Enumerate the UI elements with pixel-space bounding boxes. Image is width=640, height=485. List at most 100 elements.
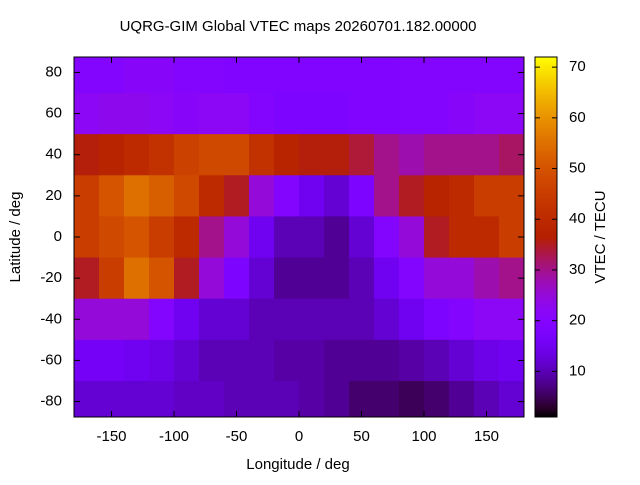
heat-cell [224,298,250,341]
heat-cell [224,93,250,135]
heat-cell [399,257,425,300]
heat-cell [99,298,125,341]
heat-cell [274,298,300,341]
heat-cell [199,257,225,300]
heat-cell [274,134,300,176]
y-tick-label: -40 [40,310,62,327]
heat-cell [199,216,225,259]
colorbar-label: VTEC / TECU [592,190,609,283]
heat-cell [274,257,300,300]
heat-cell [349,339,375,382]
heat-cell [374,298,400,341]
chart-title: UQRG-GIM Global VTEC maps 20260701.182.0… [120,18,477,35]
heat-cell [249,381,275,418]
heat-cell [274,93,300,135]
x-tick-label: 50 [353,428,370,445]
heat-cell [199,57,225,94]
heat-cell [124,175,150,217]
heat-cell [124,339,150,382]
x-tick-label: 0 [295,428,303,445]
x-tick-label: -50 [226,428,248,445]
heat-cell [474,298,500,341]
heat-cell [274,339,300,382]
y-tick-label: 20 [45,187,62,204]
heat-cell [324,257,350,300]
heat-cell [499,381,525,418]
y-axis-label: Latitude / deg [7,192,24,283]
heat-cell [349,298,375,341]
heat-cell [449,381,475,418]
heat-cell [424,134,450,176]
heat-cell [474,175,500,217]
heat-cell [224,57,250,94]
heat-cell [199,93,225,135]
colorbar-tick-label: 60 [569,109,586,126]
heat-cell [299,93,325,135]
heat-cell [174,381,200,418]
heat-cell [249,93,275,135]
heat-cell [299,175,325,217]
heat-cell [299,339,325,382]
heat-cell [249,134,275,176]
heat-cell [399,57,425,94]
x-tick-label: -100 [159,428,189,445]
heat-cell [299,257,325,300]
heat-cell [99,175,125,217]
heat-cell [174,93,200,135]
heat-cell [74,57,100,94]
heat-cell [124,134,150,176]
heat-cell [449,134,475,176]
heat-cell [74,381,100,418]
heat-cell [99,216,125,259]
heat-cell [299,216,325,259]
heat-cell [449,339,475,382]
heat-cell [374,134,400,176]
colorbar-tick-label: 10 [569,362,586,379]
heat-cell [224,339,250,382]
heat-cell [324,298,350,341]
heat-cell [374,339,400,382]
y-tick-label: 60 [45,105,62,122]
heat-cell [174,57,200,94]
heat-cell [474,339,500,382]
heat-cell [349,175,375,217]
heat-cell [424,93,450,135]
heat-cell [374,216,400,259]
heat-cell [174,339,200,382]
heat-cell [449,175,475,217]
heat-cell [324,57,350,94]
heat-cell [274,175,300,217]
heat-cell [474,216,500,259]
heat-cell [349,216,375,259]
heat-cell [399,216,425,259]
heat-cell [424,381,450,418]
colorbar-tick-label: 20 [569,312,586,329]
heat-cell [149,216,175,259]
heat-cell [124,381,150,418]
heat-cell [224,175,250,217]
heat-cell [124,93,150,135]
heat-cell [149,93,175,135]
heat-cell [224,134,250,176]
heat-cell [174,298,200,341]
heat-cell [449,257,475,300]
heat-cell [299,134,325,176]
heat-cell [149,381,175,418]
heat-cell [174,257,200,300]
heat-cell [324,175,350,217]
x-tick-label: 150 [474,428,499,445]
heat-cell [499,57,525,94]
heat-cell [274,381,300,418]
heat-cell [474,57,500,94]
heat-cell [399,298,425,341]
heat-cell [424,257,450,300]
heat-cell [374,381,400,418]
x-tick-label: 100 [411,428,436,445]
heat-cell [349,257,375,300]
heat-cell [324,381,350,418]
heat-cell [474,134,500,176]
colorbar-tick-label: 40 [569,210,586,227]
heat-cell [199,134,225,176]
heat-cell [174,216,200,259]
heat-cell [374,257,400,300]
